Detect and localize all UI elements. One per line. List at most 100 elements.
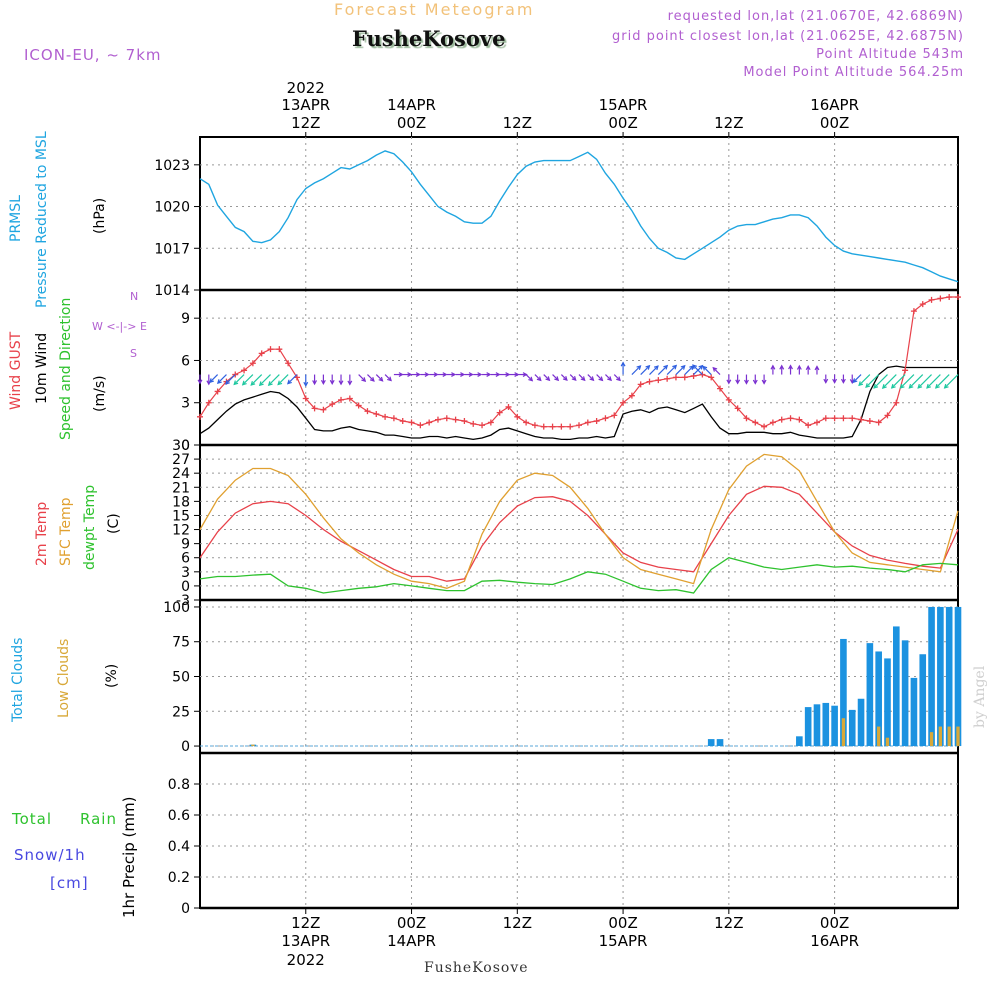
gust-marker	[346, 395, 353, 402]
wind-arrow-head	[653, 365, 659, 371]
wind-arrow-head	[536, 376, 542, 382]
wind-direction-arrow	[649, 365, 659, 375]
top-hour-label: 12Z	[503, 114, 532, 132]
y-tick-label: 0.8	[168, 777, 190, 793]
gust-marker	[470, 420, 477, 427]
compass-south: S	[130, 347, 137, 360]
y-tick-label: 30	[172, 438, 190, 454]
wind-arrow-head	[873, 383, 879, 389]
gust-marker	[479, 422, 486, 429]
wind-direction-arrow	[217, 374, 227, 384]
wind-arrow-head	[692, 364, 698, 370]
gust-marker	[382, 413, 389, 420]
total-cloud-bar	[822, 702, 830, 747]
wind-arrow-head	[241, 380, 247, 386]
top-date-label: 15APR	[599, 96, 648, 114]
top-hour-label: 12Z	[291, 114, 320, 132]
gust-marker	[311, 405, 318, 412]
wind-direction-arrow	[268, 374, 280, 386]
gust-marker	[734, 405, 741, 412]
wind-direction-arrow	[684, 365, 694, 375]
wind-arrow-head	[545, 376, 551, 382]
wind-direction-arrow	[367, 374, 375, 382]
gust-marker	[743, 415, 750, 422]
gust-marker	[390, 415, 397, 422]
total-cloud-bar	[875, 651, 882, 747]
model-label: ICON-EU, ~ 7km	[24, 46, 162, 64]
gust-marker	[672, 374, 679, 381]
total-cloud-bar	[954, 606, 962, 747]
gust-marker	[681, 374, 688, 381]
total-cloud-bar	[848, 709, 856, 747]
wind-arrow-head	[197, 379, 203, 385]
wind-arrow-head	[805, 364, 811, 371]
gust-marker	[452, 416, 459, 423]
wind-arrow-head	[338, 380, 344, 386]
wind-arrow-head	[943, 383, 949, 389]
gust-marker	[408, 419, 415, 426]
wind-arrow-head	[209, 378, 214, 384]
gust-marker	[875, 419, 882, 426]
total-cloud-bar	[928, 606, 935, 747]
gust-marker	[796, 416, 803, 423]
precip-rain-label: Rain	[80, 810, 117, 828]
wind-arrow-head	[865, 383, 871, 389]
wind-arrow-head	[926, 383, 932, 389]
gust-marker	[769, 419, 776, 426]
gust-marker	[937, 295, 944, 302]
footer-location: FusheKosove	[424, 960, 529, 976]
wind-direction-arrow	[900, 374, 915, 389]
total-cloud-bar	[857, 698, 865, 747]
closest-coords: grid point closest lon,lat (21.0625E, 42…	[612, 29, 964, 44]
wind-direction-arrow	[640, 365, 650, 375]
y-tick-label: 100	[163, 600, 190, 616]
gust-marker	[320, 406, 327, 413]
wind-arrow-head	[607, 376, 612, 382]
gust-marker	[285, 360, 292, 367]
wind-arrow-head	[216, 379, 222, 385]
wind-direction-arrow	[358, 374, 366, 382]
wind-arrow-head	[823, 378, 829, 384]
wind-speed-line	[199, 365, 958, 441]
gust-marker	[302, 395, 309, 402]
wind-arrow-head	[580, 376, 586, 382]
wind-arrow-head	[858, 381, 864, 387]
wind-arrow-head	[562, 376, 568, 381]
bottom-hour-label: 12Z	[714, 914, 743, 932]
wind-direction-arrow	[596, 374, 603, 381]
gust-marker	[338, 396, 345, 403]
wind-direction-arrow	[225, 374, 236, 385]
wind-direction-arrow	[852, 374, 862, 383]
wind-arrow-head	[832, 378, 838, 384]
wind-arrow-head	[303, 381, 309, 387]
total-cloud-bar	[892, 626, 900, 747]
wind-arrow-head	[779, 364, 785, 370]
bottom-year-label: 2022	[287, 951, 325, 969]
wind-direction-arrow	[259, 374, 271, 386]
precip-total-label: Total	[12, 810, 53, 828]
gust-marker	[840, 415, 847, 422]
low-cloud-bar	[947, 726, 951, 747]
total-cloud-bar	[796, 736, 803, 747]
y-tick-label: 50	[172, 670, 190, 686]
y-tick-label: 21	[172, 480, 190, 496]
top-hour-label: 00Z	[820, 114, 849, 132]
gust-marker	[858, 416, 865, 423]
wind-arrow-head	[881, 384, 887, 389]
wind-arrow-head	[407, 372, 413, 377]
wind-arrow-head	[752, 379, 758, 385]
wind-arrow-head	[934, 383, 940, 389]
wind-arrow-head	[814, 365, 820, 371]
gust-line	[199, 296, 958, 428]
gust-marker	[752, 419, 759, 426]
dewpt-line	[199, 556, 959, 594]
gust-marker	[540, 423, 547, 430]
gust-marker	[197, 413, 203, 420]
y-tick-label: 3	[181, 396, 190, 412]
gust-marker	[866, 418, 873, 425]
wind-direction-arrow	[882, 374, 897, 389]
wind-arrow-head	[433, 372, 439, 377]
bottom-hour-label: 12Z	[291, 914, 320, 932]
gust-marker	[646, 378, 653, 385]
